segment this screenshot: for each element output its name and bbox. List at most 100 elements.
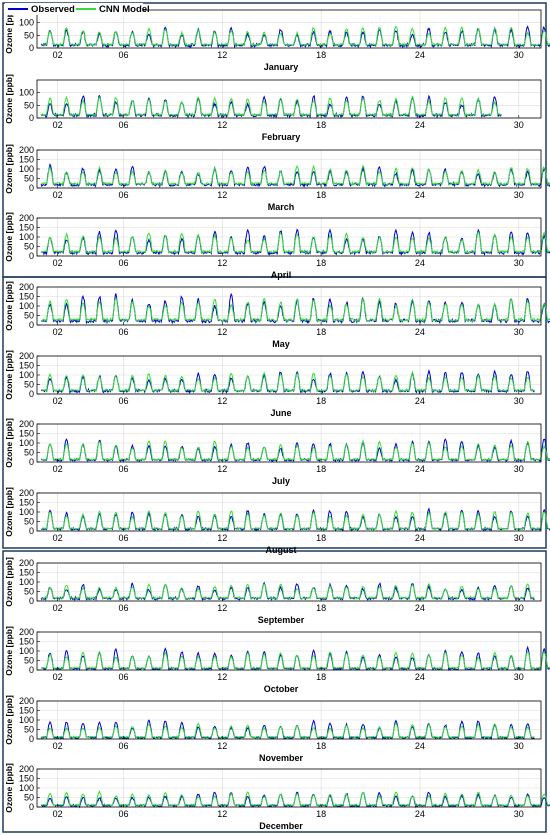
panel-january: 0 50 100 02 06 12 18 24 30 Ozone [ppb] January: [4, 4, 550, 72]
y-tick-label: 50: [24, 174, 34, 184]
y-tick-label: 50: [24, 380, 34, 390]
x-tick-label: 06: [118, 327, 128, 337]
y-axis-label: Ozone [ppb]: [4, 144, 14, 194]
y-tick-label: 100: [19, 507, 34, 517]
month-label: February: [262, 132, 301, 142]
y-tick-label: 150: [19, 292, 34, 302]
series-line-cnn-model: [40, 231, 550, 255]
x-tick-label: 18: [316, 50, 326, 60]
series-line-cnn-model: [40, 164, 550, 187]
x-tick-label: 30: [514, 396, 524, 406]
y-tick-label: 200: [19, 488, 34, 498]
y-tick-label: 200: [19, 764, 34, 774]
x-tick-label: 12: [217, 809, 227, 819]
x-tick-label: 12: [217, 672, 227, 682]
y-axis-label: Ozone [ppb]: [4, 626, 14, 676]
season-frame: [2, 550, 547, 833]
x-tick-label: 02: [53, 741, 63, 751]
y-tick-label: 100: [19, 301, 34, 311]
x-tick-label: 18: [316, 533, 326, 543]
x-tick-label: 02: [53, 464, 63, 474]
y-tick-label: 0: [29, 665, 34, 675]
x-tick-label: 12: [217, 464, 227, 474]
x-tick-label: 24: [415, 672, 425, 682]
y-tick-label: 150: [19, 774, 34, 784]
x-tick-label: 18: [316, 327, 326, 337]
x-tick-label: 18: [316, 258, 326, 268]
month-label: July: [272, 476, 290, 486]
x-tick-label: 30: [514, 741, 524, 751]
legend-entry: Observed: [31, 4, 75, 15]
x-tick-label: 30: [514, 190, 524, 200]
x-tick-label: 06: [118, 464, 128, 474]
x-tick-label: 02: [53, 396, 63, 406]
x-tick-label: 06: [118, 603, 128, 613]
y-tick-label: 0: [29, 183, 34, 193]
y-tick-label: 0: [29, 320, 34, 330]
axis-frame: [36, 9, 542, 49]
x-tick-label: 12: [217, 396, 227, 406]
x-tick-label: 06: [118, 50, 128, 60]
y-tick-label: 100: [19, 164, 34, 174]
series-line-observed: [41, 228, 550, 257]
y-tick-label: 100: [19, 370, 34, 380]
y-axis-label: Ozone [ppb]: [4, 487, 14, 537]
y-tick-label: 150: [19, 429, 34, 439]
y-tick-label: 0: [29, 251, 34, 261]
x-tick-label: 12: [217, 533, 227, 543]
x-tick-label: 06: [118, 741, 128, 751]
x-tick-label: 02: [53, 120, 63, 130]
y-tick-label: 50: [24, 311, 34, 321]
x-tick-label: 18: [316, 464, 326, 474]
x-tick-label: 18: [316, 396, 326, 406]
x-tick-label: 30: [514, 672, 524, 682]
x-tick-label: 24: [415, 533, 425, 543]
series-line-cnn-model: [41, 296, 550, 323]
month-label: October: [264, 684, 299, 694]
x-tick-label: 12: [217, 190, 227, 200]
month-label: January: [264, 62, 299, 72]
y-tick-label: 0: [29, 43, 34, 53]
month-label: May: [272, 339, 290, 349]
y-axis-label: Ozone [ppb]: [4, 418, 14, 468]
x-tick-label: 02: [53, 809, 63, 819]
x-tick-label: 02: [53, 533, 63, 543]
y-tick-label: 150: [19, 637, 34, 647]
plot-area: [37, 80, 541, 118]
x-tick-label: 06: [118, 672, 128, 682]
month-label: September: [258, 615, 305, 625]
x-tick-label: 02: [53, 327, 63, 337]
x-tick-label: 24: [415, 741, 425, 751]
x-tick-label: 24: [415, 464, 425, 474]
month-label: November: [259, 753, 304, 763]
x-tick-label: 24: [415, 396, 425, 406]
series-line-observed: [40, 162, 550, 189]
y-tick-label: 200: [19, 696, 34, 706]
y-axis-label: Ozone [ppb]: [4, 74, 14, 124]
x-tick-label: 06: [118, 190, 128, 200]
legend-entry: CNN Model: [99, 4, 150, 15]
series-line-cnn-model: [41, 509, 550, 531]
plot-area: [37, 10, 541, 48]
x-tick-label: 18: [316, 672, 326, 682]
x-tick-label: 24: [415, 258, 425, 268]
y-tick-label: 100: [19, 715, 34, 725]
x-tick-label: 30: [514, 327, 524, 337]
y-tick-label: 100: [19, 18, 34, 28]
x-tick-label: 06: [118, 533, 128, 543]
y-tick-label: 150: [19, 155, 34, 165]
x-tick-label: 18: [316, 809, 326, 819]
y-tick-label: 200: [19, 351, 34, 361]
y-tick-label: 50: [24, 242, 34, 252]
y-axis-label: Ozone [ppb]: [4, 281, 14, 331]
x-tick-label: 24: [415, 603, 425, 613]
y-tick-label: 0: [29, 734, 34, 744]
y-axis-label: Ozone [ppb]: [4, 763, 14, 813]
